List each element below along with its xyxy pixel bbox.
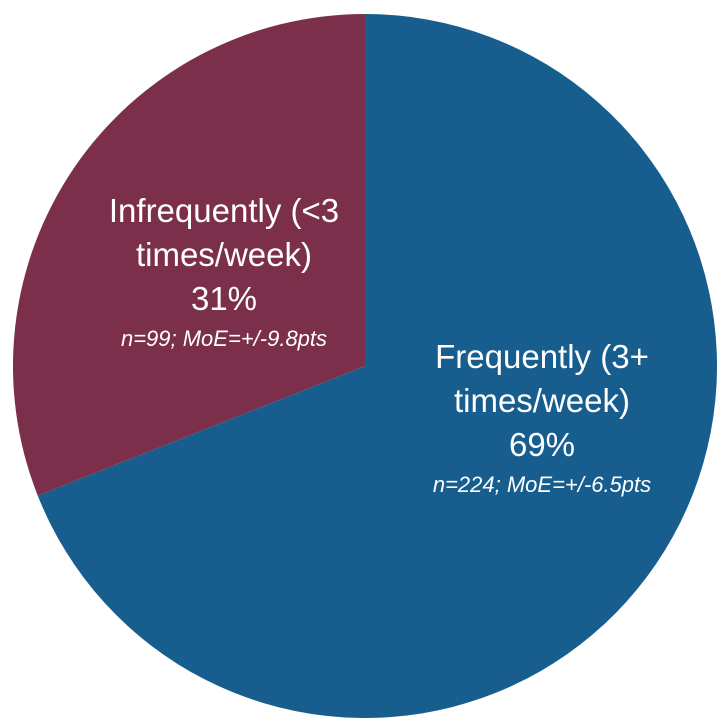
- slice-value-label-0: 69%: [509, 426, 575, 463]
- slice-label-0-line-1: times/week): [454, 382, 630, 419]
- pie-slice-1: [12, 14, 365, 496]
- pie-slices: [12, 14, 718, 718]
- pie-slice-0: [37, 14, 718, 718]
- pie-labels: Frequently (3+ times/week) 69% n=224; MoE=+…: [109, 192, 651, 497]
- slice-label-1-line-0: Infrequently (<3: [109, 192, 339, 229]
- slice-note-0: n=224; MoE=+/-6.5pts: [433, 472, 651, 497]
- slice-value-label-1: 31%: [191, 280, 257, 317]
- slice-note-1: n=99; MoE=+/-9.8pts: [121, 326, 327, 351]
- slice-label-0-line-0: Frequently (3+: [435, 338, 649, 375]
- slice-label-1-line-1: times/week): [136, 236, 312, 273]
